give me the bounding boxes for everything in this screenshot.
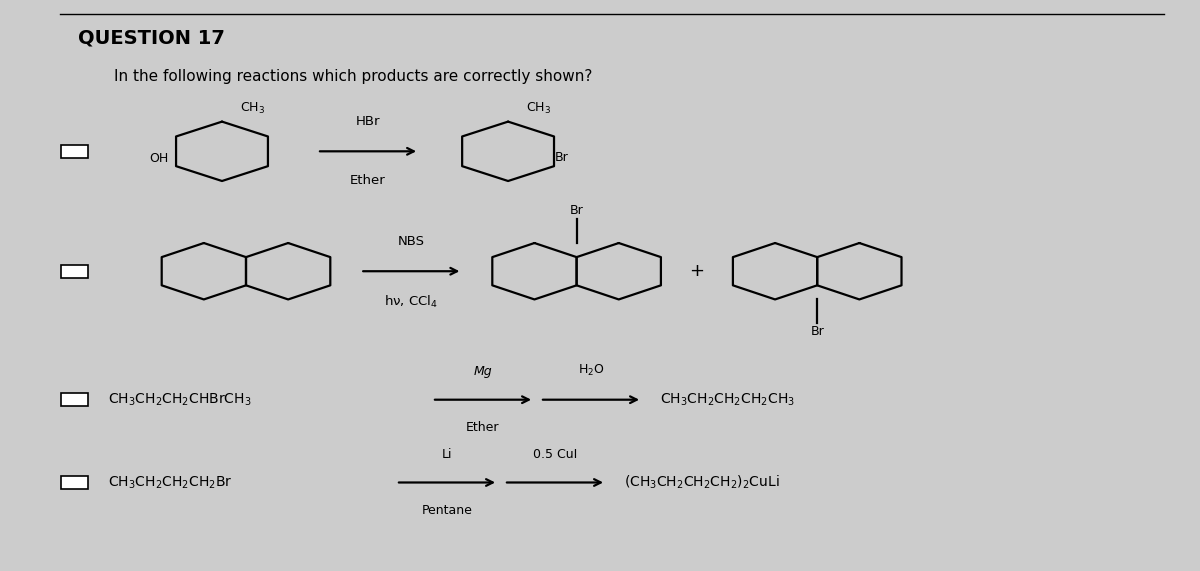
Text: NBS: NBS (398, 235, 425, 248)
Text: 0.5 CuI: 0.5 CuI (533, 448, 577, 461)
Text: hν, CCl$_4$: hν, CCl$_4$ (384, 294, 438, 310)
Text: Ether: Ether (467, 421, 499, 435)
Bar (61, 393, 88, 406)
Text: Br: Br (570, 204, 583, 218)
Text: Li: Li (442, 448, 452, 461)
Text: QUESTION 17: QUESTION 17 (78, 29, 224, 47)
Text: H$_2$O: H$_2$O (577, 363, 605, 378)
Text: OH: OH (150, 152, 169, 164)
Text: Pentane: Pentane (421, 504, 473, 517)
Text: Ether: Ether (350, 174, 386, 187)
Text: HBr: HBr (355, 115, 380, 128)
Text: (CH$_3$CH$_2$CH$_2$CH$_2$)$_2$CuLi: (CH$_3$CH$_2$CH$_2$CH$_2$)$_2$CuLi (624, 474, 780, 491)
Text: CH$_3$CH$_2$CH$_2$CH$_2$Br: CH$_3$CH$_2$CH$_2$CH$_2$Br (108, 475, 233, 490)
Text: +: + (690, 262, 704, 280)
Text: Br: Br (556, 151, 569, 163)
Text: Br: Br (810, 325, 824, 338)
Text: CH$_3$: CH$_3$ (526, 101, 551, 116)
Text: In the following reactions which products are correctly shown?: In the following reactions which product… (114, 69, 593, 83)
Text: CH$_3$CH$_2$CH$_2$CHBrCH$_3$: CH$_3$CH$_2$CH$_2$CHBrCH$_3$ (108, 392, 252, 408)
Text: Mg: Mg (474, 365, 492, 378)
Text: CH$_3$CH$_2$CH$_2$CH$_2$CH$_3$: CH$_3$CH$_2$CH$_2$CH$_2$CH$_3$ (660, 392, 794, 408)
Text: CH$_3$: CH$_3$ (240, 101, 265, 116)
Bar (61, 265, 88, 278)
Bar (61, 145, 88, 158)
Bar (61, 476, 88, 489)
